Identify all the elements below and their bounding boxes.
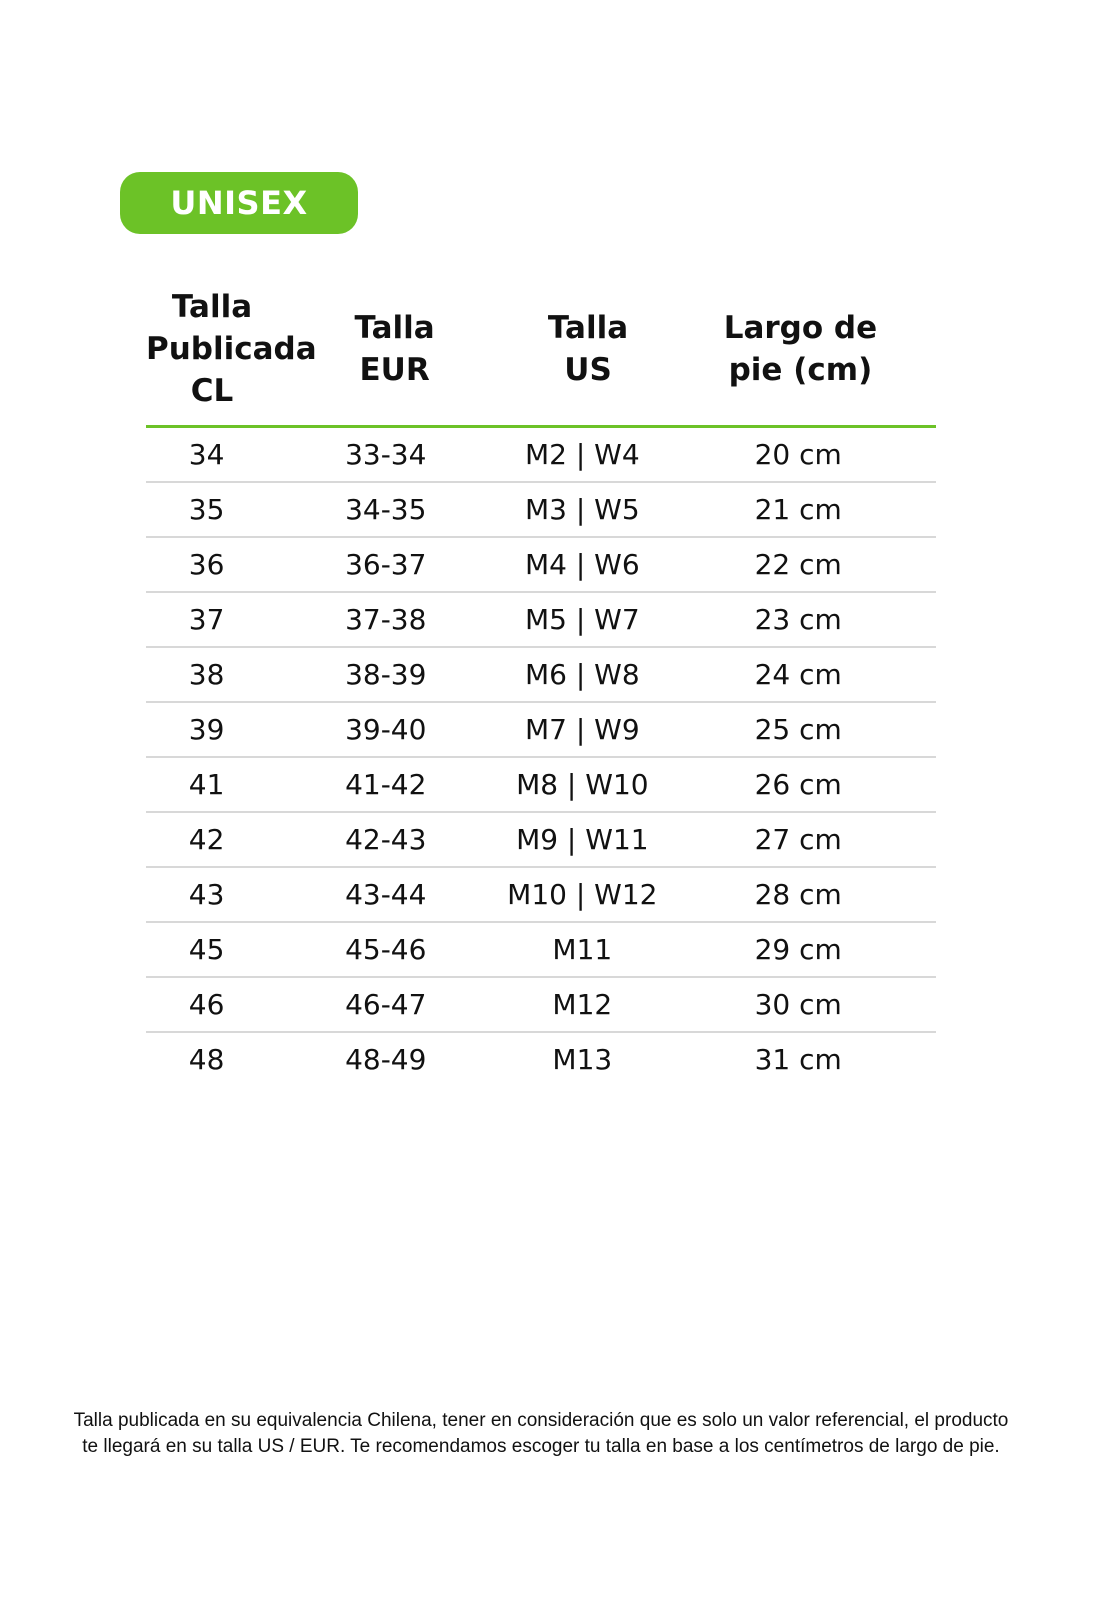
table-cell: 41-42 (345, 768, 427, 801)
table-cell: 43-44 (345, 878, 427, 911)
table-row: 36 36-37 M4 | W6 22 cm (146, 538, 936, 593)
table-cell: 28 cm (754, 878, 842, 911)
footnote-line-2: te llegará en su talla US / EUR. Te reco… (82, 1436, 1000, 1457)
table-row: 35 34-35 M3 | W5 21 cm (146, 483, 936, 538)
table-cell: 42-43 (345, 823, 427, 856)
table-cell: M2 | W4 (524, 438, 640, 471)
table-cell: 41 (188, 768, 225, 801)
table-row: 45 45-46 M11 29 cm (146, 923, 936, 978)
table-row: 43 43-44 M10 | W12 28 cm (146, 868, 936, 923)
table-cell: 21 cm (754, 493, 842, 526)
table-cell: M5 | W7 (524, 603, 640, 636)
table-row: 38 38-39 M6 | W8 24 cm (146, 648, 936, 703)
table-row: 41 41-42 M8 | W10 26 cm (146, 758, 936, 813)
table-cell: 23 cm (754, 603, 842, 636)
table-cell: 31 cm (754, 1043, 842, 1076)
column-header: Talla Publicada CL (146, 288, 317, 409)
table-cell: M7 | W9 (524, 713, 640, 746)
table-cell: M4 | W6 (524, 548, 640, 581)
table-cell: M8 | W10 (516, 768, 649, 801)
table-cell: M6 | W8 (524, 658, 640, 691)
table-cell: 38-39 (345, 658, 427, 691)
column-header: Talla EUR (354, 309, 435, 388)
table-cell: M12 (552, 988, 613, 1021)
table-cell: 42 (188, 823, 225, 856)
table-row: 46 46-47 M12 30 cm (146, 978, 936, 1033)
table-cell: 34-35 (345, 493, 427, 526)
size-table: Talla Publicada CL Talla EUR Talla US Largo… (146, 282, 936, 1086)
table-row: 48 48-49 M13 31 cm (146, 1033, 936, 1086)
unisex-badge: UNISEX (120, 172, 358, 234)
table-cell: 25 cm (754, 713, 842, 746)
table-cell: 48-49 (345, 1043, 427, 1076)
table-cell: M9 | W11 (516, 823, 649, 856)
table-cell: 43 (188, 878, 225, 911)
table-cell: 46 (188, 988, 225, 1021)
table-cell: 24 cm (754, 658, 842, 691)
table-cell: M10 | W12 (507, 878, 658, 911)
table-cell: 46-47 (345, 988, 427, 1021)
table-cell: 39-40 (345, 713, 427, 746)
table-cell: M3 | W5 (524, 493, 640, 526)
table-cell: 26 cm (754, 768, 842, 801)
table-cell: 37 (188, 603, 225, 636)
column-header: Talla US (547, 309, 629, 388)
table-cell: 45-46 (345, 933, 427, 966)
table-row: 37 37-38 M5 | W7 23 cm (146, 593, 936, 648)
table-header: Talla Publicada CL Talla EUR Talla US Largo… (146, 282, 936, 428)
table-cell: 20 cm (754, 438, 842, 471)
table-cell: 33-34 (345, 438, 427, 471)
footnote: Talla publicada en su equivalencia Chile… (0, 1408, 1082, 1460)
table-cell: 35 (188, 493, 225, 526)
table-cell: 36 (188, 548, 225, 581)
table-cell: 39 (188, 713, 225, 746)
table-body: 34 33-34 M2 | W4 20 cm 35 34-35 M3 | W5 21 cm 36… (146, 428, 936, 1086)
footnote-line-1: Talla publicada en su equivalencia Chile… (73, 1410, 1009, 1431)
table-cell: 37-38 (345, 603, 427, 636)
table-cell: M13 (552, 1043, 613, 1076)
table-cell: 27 cm (754, 823, 842, 856)
table-cell: 34 (188, 438, 225, 471)
table-cell: 29 cm (754, 933, 842, 966)
table-cell: M11 (552, 933, 613, 966)
table-cell: 22 cm (754, 548, 842, 581)
table-row: 39 39-40 M7 | W9 25 cm (146, 703, 936, 758)
table-row: 42 42-43 M9 | W11 27 cm (146, 813, 936, 868)
table-cell: 30 cm (754, 988, 842, 1021)
table-cell: 38 (188, 658, 225, 691)
column-header: Largo de pie (cm) (723, 309, 878, 388)
table-cell: 36-37 (345, 548, 427, 581)
table-row: 34 33-34 M2 | W4 20 cm (146, 428, 936, 483)
table-cell: 45 (188, 933, 225, 966)
table-cell: 48 (188, 1043, 225, 1076)
